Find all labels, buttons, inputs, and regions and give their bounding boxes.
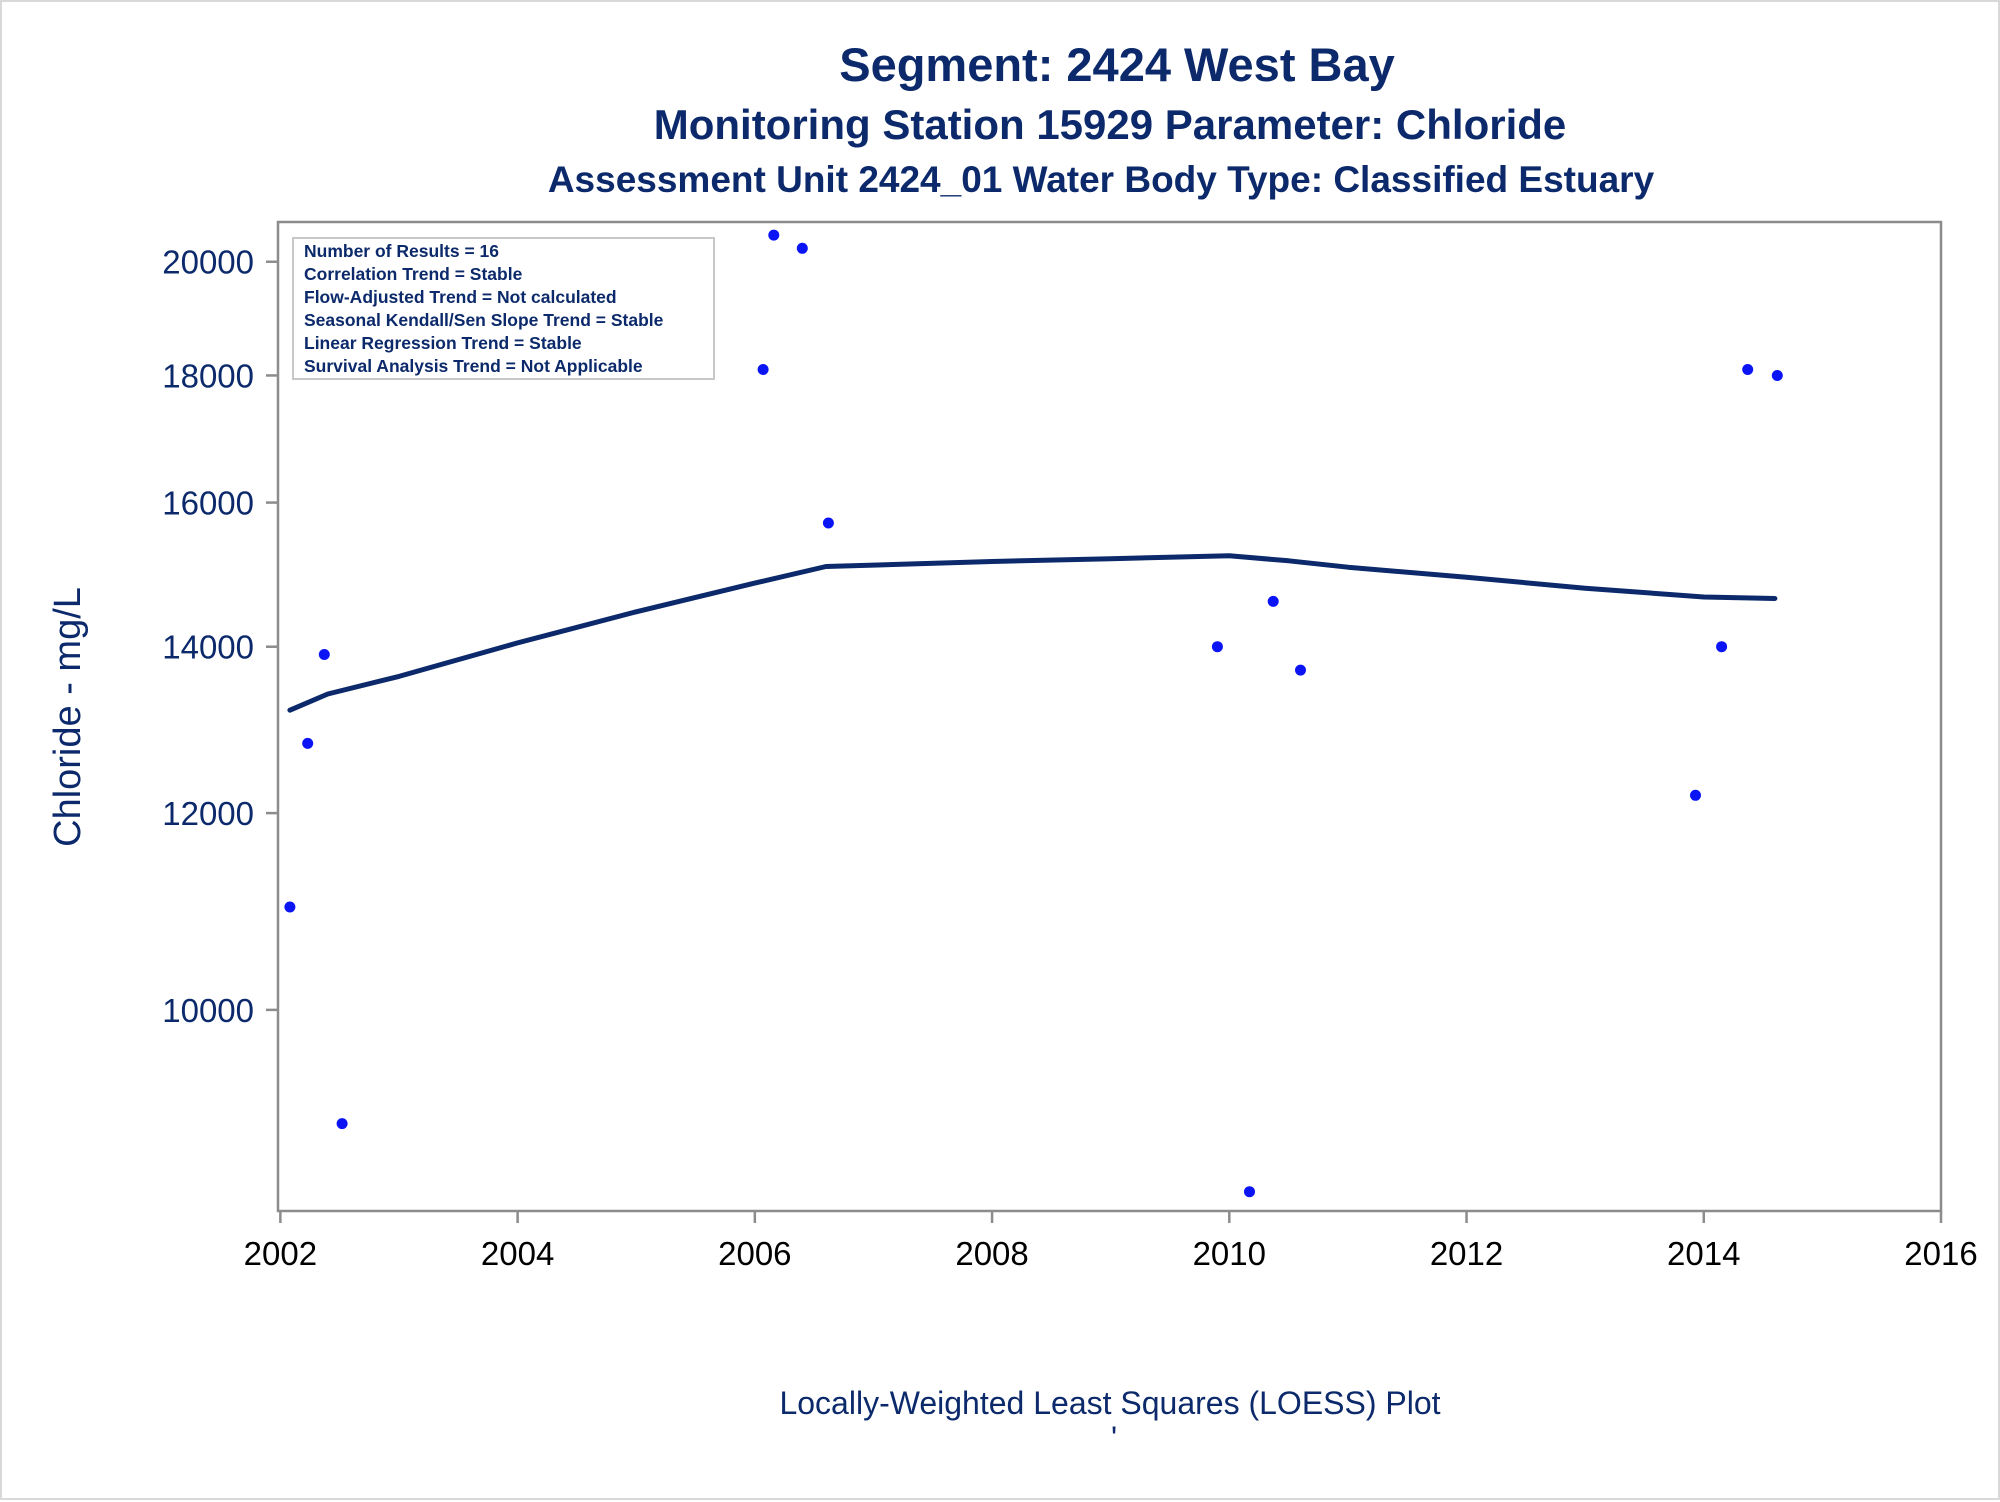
x-tick-label: 2008 <box>955 1235 1028 1272</box>
plot-area <box>276 220 1943 1213</box>
chart-subtitle-2: Assessment Unit 2424_01 Water Body Type:… <box>548 159 1655 200</box>
loess-line <box>287 553 1778 713</box>
data-point <box>1267 595 1279 607</box>
data-point <box>822 517 834 529</box>
chart-subtitle: Monitoring Station 15929 Parameter: Chlo… <box>654 101 1567 148</box>
x-tick-label: 2004 <box>481 1235 554 1272</box>
stat-survival-analysis-trend: Survival Analysis Trend = Not Applicable <box>304 356 643 376</box>
stat-number-of-results: Number of Results = 16 <box>304 241 499 261</box>
x-tick-label: 2014 <box>1667 1235 1740 1272</box>
data-point <box>757 364 769 375</box>
x-tick-label: 2010 <box>1193 1235 1266 1272</box>
x-axis-label: Locally-Weighted Least Squares (LOESS) P… <box>779 1385 1440 1421</box>
y-axis: 10000 12000 14000 16000 18000 20000 <box>162 244 278 1029</box>
data-point <box>1295 664 1306 676</box>
data-point <box>1244 1186 1255 1198</box>
series-group <box>284 229 1783 1198</box>
x-tick-label: 2006 <box>718 1235 791 1272</box>
data-point <box>1211 641 1223 653</box>
data-point <box>284 901 296 913</box>
stat-flow-adjusted-trend: Flow-Adjusted Trend = Not calculated <box>304 287 617 307</box>
stat-correlation-trend: Correlation Trend = Stable <box>304 264 523 284</box>
x-tick-label: 2012 <box>1430 1235 1503 1272</box>
y-tick-label: 10000 <box>162 992 254 1029</box>
y-tick-label: 18000 <box>162 357 254 394</box>
y-tick-label: 12000 <box>162 795 254 832</box>
data-point <box>768 229 780 241</box>
data-point <box>1690 789 1701 801</box>
stats-box: Number of Results = 16 Correlation Trend… <box>292 237 715 380</box>
y-tick-label: 16000 <box>162 485 254 522</box>
data-point <box>336 1118 348 1130</box>
data-point <box>302 737 314 749</box>
y-tick-label: 20000 <box>162 244 254 281</box>
x-tick-label: 2002 <box>244 1235 317 1272</box>
stats-box-border <box>292 237 715 380</box>
stat-seasonal-kendall-trend: Seasonal Kendall/Sen Slope Trend = Stabl… <box>304 310 664 330</box>
x-axis: 2002 2004 2006 2008 2010 2012 2014 2016 <box>244 1211 1978 1272</box>
chart-title: Segment: 2424 West Bay <box>839 38 1395 91</box>
x-tick-label: 2016 <box>1904 1235 1977 1272</box>
data-point <box>318 649 330 660</box>
y-axis-label: Chloride - mg/L <box>47 587 89 847</box>
data-point <box>1771 370 1783 381</box>
data-point <box>796 242 808 254</box>
footnote-mark: ' <box>1111 1420 1117 1456</box>
stat-linear-regression-trend: Linear Regression Trend = Stable <box>304 333 582 353</box>
data-point <box>1716 641 1728 653</box>
data-point <box>1742 364 1754 375</box>
y-tick-label: 14000 <box>162 629 254 666</box>
